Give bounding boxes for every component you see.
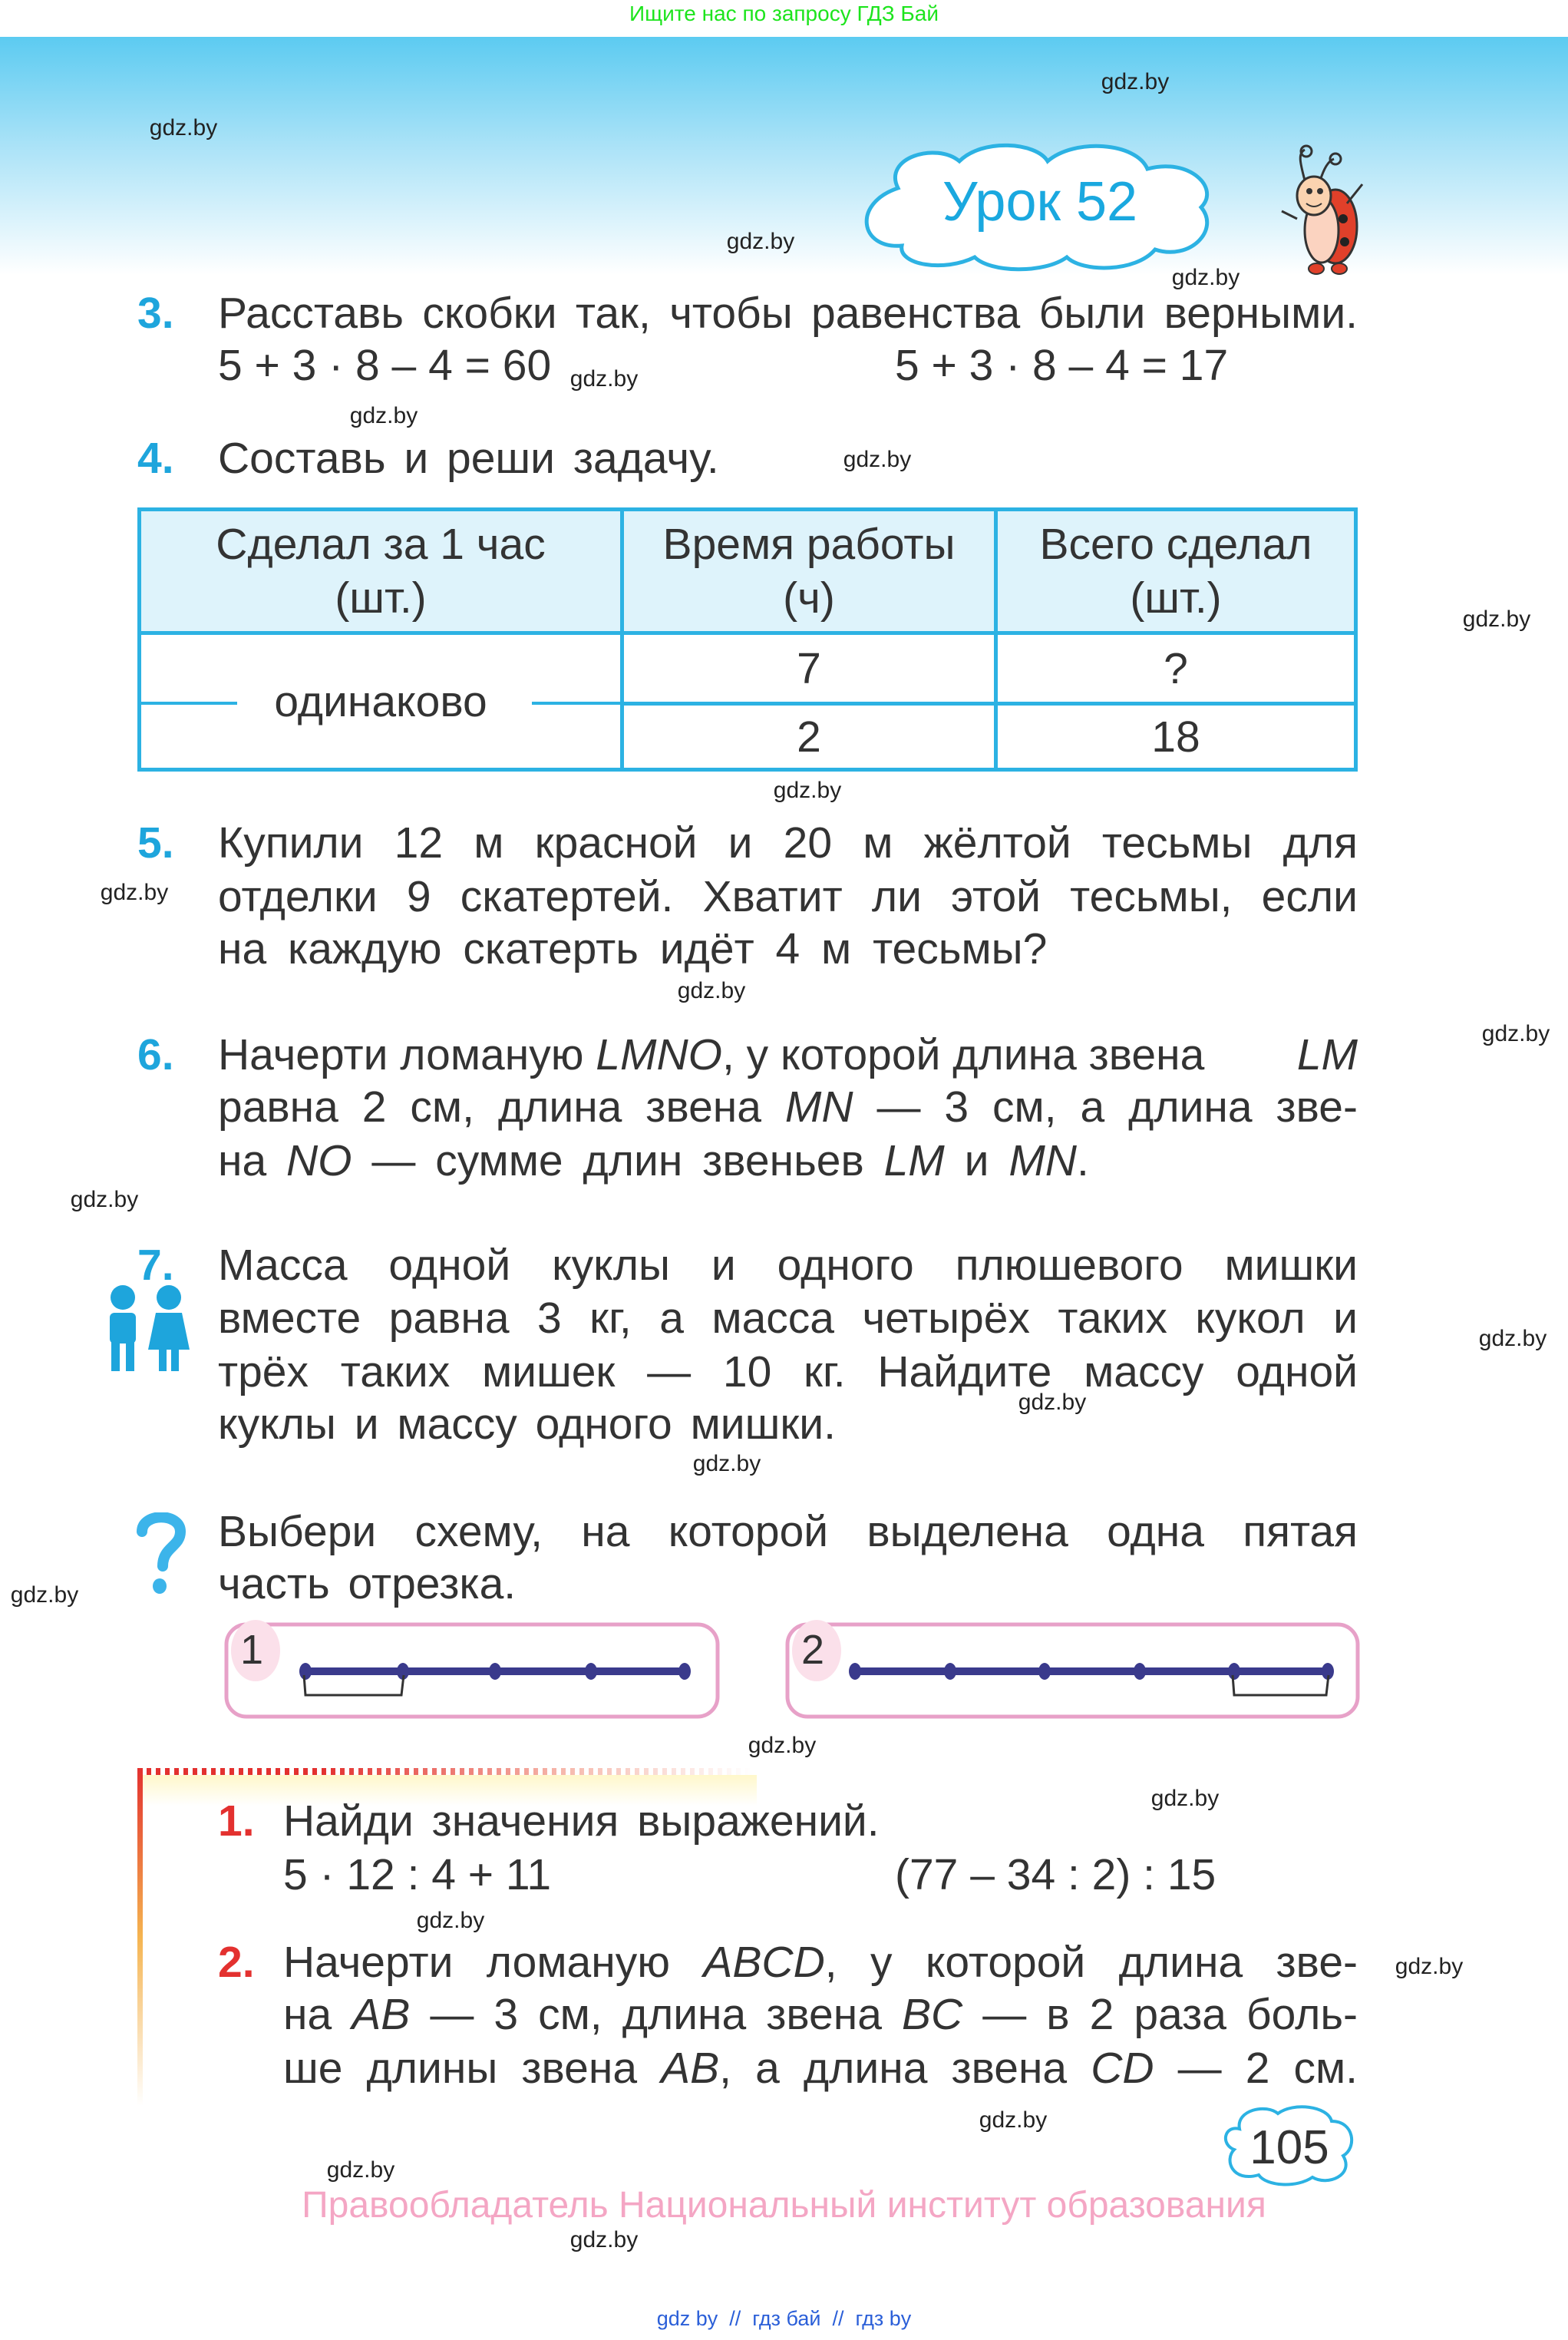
- task-text: равна 2 см, длина звена MN — 3 см, а дли…: [218, 1082, 1358, 1132]
- watermark: gdz.by: [100, 880, 169, 905]
- watermark: gdz.by: [726, 229, 795, 254]
- task-number: 2.: [218, 1938, 255, 1987]
- task-text: на NO — сумме длин звеньев LM и MN.: [218, 1136, 1089, 1185]
- expression: (77 – 34 : 2) : 15: [895, 1850, 1216, 1899]
- column-header: Время работы (ч): [620, 507, 998, 635]
- homework-border-top: [137, 1768, 751, 1775]
- task-text: на AB — 3 см, длина звена BC — в 2 раза …: [283, 1990, 1358, 2039]
- watermark: gdz.by: [692, 1451, 761, 1476]
- watermark: gdz.by: [569, 2227, 639, 2252]
- table-cell: 18: [994, 702, 1358, 772]
- task-text: Составь и реши задачу.: [218, 434, 719, 483]
- watermark: gdz.by: [1478, 1326, 1547, 1351]
- bottom-links: gdz by // гдз бай // гдз by: [656, 2307, 912, 2330]
- scheme-2[interactable]: [785, 1620, 1360, 1719]
- table-cell: 2: [620, 702, 998, 772]
- merged-cell: одинаково: [137, 631, 624, 772]
- watermark: gdz.by: [1462, 606, 1531, 632]
- task-number: 6.: [137, 1030, 174, 1079]
- task-number: 1.: [218, 1796, 255, 1846]
- task-text: трёх таких мишек — 10 кг. Найдите массу …: [218, 1347, 1358, 1396]
- equation: 5 + 3 · 8 – 4 = 17: [895, 341, 1229, 390]
- watermark: gdz.by: [1395, 1954, 1464, 1979]
- watermark: gdz.by: [349, 403, 418, 428]
- ladybug-icon: [1281, 144, 1364, 275]
- watermark: gdz.by: [773, 778, 842, 803]
- watermark: gdz.by: [1150, 1786, 1220, 1811]
- task-text: Расставь скобки так, чтобы равенства был…: [218, 289, 1358, 338]
- task-text: отделки 9 скатертей. Хватит ли этой тесь…: [218, 872, 1358, 921]
- scheme-2-label: 2: [801, 1627, 825, 1673]
- task-text: Масса одной куклы и одного плюшевого миш…: [218, 1241, 1358, 1290]
- page-number: 105: [1249, 2121, 1329, 2174]
- equation: 5 + 3 · 8 – 4 = 60: [218, 341, 552, 390]
- watermark: gdz.by: [1018, 1390, 1087, 1415]
- scheme-1[interactable]: [224, 1620, 720, 1719]
- question-text: Выбери схему, на которой выделена одна п…: [218, 1507, 1358, 1556]
- question-text: часть отрезка.: [218, 1559, 517, 1608]
- lesson-title: Урок 52: [942, 171, 1138, 233]
- watermark: gdz.by: [70, 1187, 139, 1212]
- task-number: 7.: [137, 1241, 174, 1290]
- task-text: Начерти ломаную LMNO, у которой длина зв…: [218, 1030, 1358, 1079]
- task-number: 5.: [137, 818, 174, 868]
- watermark: gdz.by: [843, 447, 912, 472]
- page-number-cloud-icon: [1223, 2105, 1354, 2186]
- link[interactable]: гдз by: [855, 2307, 912, 2330]
- table-cell: 7: [620, 631, 998, 706]
- watermark: gdz.by: [979, 2107, 1048, 2133]
- pair-work-icon: [110, 1285, 190, 1371]
- scheme-options: [224, 1620, 1360, 1719]
- column-header: Всего сделал (шт.): [994, 507, 1358, 635]
- task-text: Начерти ломаную ABCD, у которой длина зв…: [283, 1938, 1358, 1987]
- watermark: gdz.by: [149, 115, 218, 140]
- task-text: Найди значения выражений.: [283, 1796, 880, 1846]
- link[interactable]: gdz by: [656, 2307, 718, 2330]
- watermark: gdz.by: [677, 978, 746, 1003]
- task-text: куклы и массу одного мишки.: [218, 1400, 836, 1449]
- homework-glow: [143, 1775, 757, 1806]
- homework-border-left: [137, 1768, 143, 2106]
- watermark: gdz.by: [10, 1582, 79, 1608]
- task-text: вместе равна 3 кг, а масса четырёх таких…: [218, 1294, 1358, 1343]
- task-text: Купили 12 м красной и 20 м жёлтой тесьмы…: [218, 818, 1358, 868]
- watermark: gdz.by: [326, 2157, 395, 2183]
- question-icon: [137, 1512, 187, 1594]
- watermark: gdz.by: [1171, 265, 1240, 290]
- watermark: gdz.by: [748, 1733, 817, 1758]
- copyright-footer: Правообладатель Национальный институт об…: [302, 2185, 1266, 2226]
- task-table: Сделал за 1 час (шт.) Время работы (ч) Все…: [137, 507, 1358, 772]
- link[interactable]: гдз бай: [752, 2307, 821, 2330]
- watermark: gdz.by: [1101, 69, 1170, 94]
- watermark: gdz.by: [1481, 1021, 1550, 1046]
- expression: 5 · 12 : 4 + 11: [283, 1850, 552, 1899]
- column-header: Сделал за 1 час (шт.): [137, 507, 624, 635]
- top-banner[interactable]: Ищите нас по запросу ГДЗ Бай: [629, 2, 939, 25]
- watermark: gdz.by: [569, 366, 639, 392]
- task-number: 3.: [137, 289, 174, 338]
- task-text: ше длины звена AB, а длина звена CD — 2 …: [283, 2044, 1358, 2093]
- scheme-1-label: 1: [240, 1627, 264, 1673]
- task-text: на каждую скатерть идёт 4 м тесьмы?: [218, 924, 1048, 973]
- cloud-icon: [864, 143, 1210, 272]
- task-number: 4.: [137, 434, 174, 483]
- table-cell: ?: [994, 631, 1358, 706]
- watermark: gdz.by: [416, 1908, 485, 1933]
